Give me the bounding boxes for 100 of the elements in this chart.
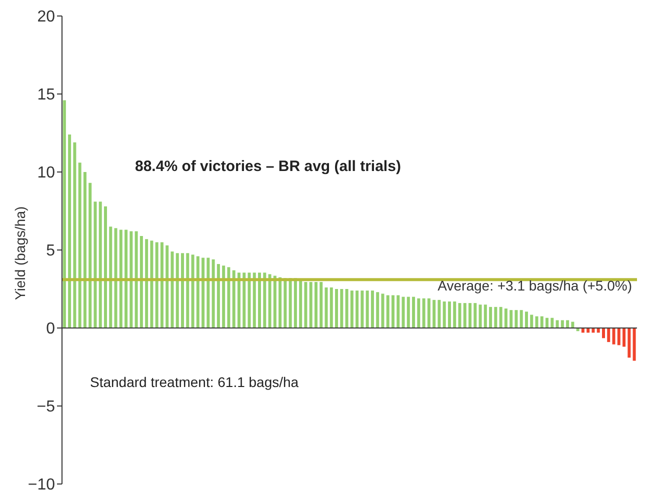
bar <box>170 252 174 328</box>
bar <box>150 240 154 328</box>
bar <box>458 303 462 328</box>
bar <box>140 236 143 328</box>
bar <box>130 231 133 328</box>
bar <box>98 202 102 328</box>
bar <box>330 287 333 328</box>
bar <box>309 282 312 328</box>
bar <box>191 254 194 328</box>
bar <box>242 272 246 328</box>
bar <box>386 295 390 328</box>
bar <box>78 162 82 328</box>
bar <box>370 290 374 328</box>
bar <box>181 253 184 328</box>
bar <box>248 272 251 328</box>
bar <box>232 270 236 328</box>
bar <box>299 280 302 328</box>
bar <box>453 301 456 328</box>
bar <box>304 282 308 328</box>
bar <box>617 328 620 346</box>
y-tick-label: 10 <box>37 164 56 182</box>
bar <box>212 259 215 328</box>
bar <box>160 242 164 328</box>
bar <box>550 318 554 328</box>
bar <box>109 226 112 328</box>
bar <box>474 303 477 328</box>
bar <box>422 298 426 328</box>
bar <box>494 306 498 328</box>
annotation: 88.4% of victories – BR avg (all trials) <box>135 158 401 175</box>
bar <box>396 295 400 328</box>
bar <box>463 303 466 328</box>
bar <box>376 292 380 328</box>
bar <box>381 294 384 328</box>
bar <box>314 282 318 328</box>
bar <box>602 328 605 338</box>
bar <box>628 328 631 358</box>
bar <box>104 206 107 328</box>
bar <box>556 320 559 328</box>
bar <box>468 303 472 328</box>
bar <box>448 301 451 328</box>
bar <box>166 245 169 328</box>
ref-line-label: Average: +3.1 bags/ha (+5.0%) <box>438 278 632 294</box>
y-tick-label: 0 <box>46 320 56 338</box>
bar <box>406 296 410 328</box>
bar <box>438 300 441 328</box>
y-tick-label: −10 <box>28 476 56 494</box>
bar <box>412 296 416 328</box>
bar <box>530 314 534 328</box>
bar <box>612 328 616 344</box>
bar <box>432 300 436 328</box>
bar <box>499 306 502 328</box>
bar <box>356 290 359 328</box>
bar <box>566 320 570 328</box>
bar <box>62 100 66 328</box>
bar <box>273 276 276 328</box>
bar <box>155 242 158 328</box>
bar <box>278 277 282 328</box>
bar <box>288 278 292 328</box>
bar <box>442 301 446 328</box>
bar <box>83 172 86 328</box>
bar <box>607 328 610 342</box>
bar <box>546 318 549 328</box>
bar <box>94 202 97 328</box>
bar <box>402 296 405 328</box>
bar <box>196 256 200 328</box>
bar <box>417 298 420 328</box>
bar <box>284 278 287 328</box>
y-tick-label: 20 <box>37 8 56 26</box>
bar <box>88 182 92 328</box>
bar <box>294 278 297 328</box>
bar <box>514 310 518 328</box>
bar <box>350 290 354 328</box>
bar <box>216 264 220 328</box>
bar <box>268 274 272 328</box>
bar <box>263 272 266 328</box>
y-tick-label: 15 <box>37 86 56 104</box>
bar <box>504 308 508 328</box>
bar <box>186 253 190 328</box>
bar <box>324 287 328 328</box>
bar <box>520 310 523 328</box>
bar <box>119 230 122 328</box>
bar <box>320 282 323 328</box>
bar <box>202 258 205 328</box>
bar <box>335 289 338 328</box>
bar <box>73 142 76 328</box>
bar <box>114 228 118 328</box>
bar <box>68 134 72 328</box>
bar <box>176 253 179 328</box>
annotation: Standard treatment: 61.1 bags/ha <box>90 374 299 390</box>
bar <box>478 304 482 328</box>
bar <box>427 298 430 328</box>
bar <box>134 231 138 328</box>
bar <box>366 290 369 328</box>
bar <box>124 230 128 328</box>
y-axis-title: Yield (bags/ha) <box>12 206 28 300</box>
bar <box>540 316 544 328</box>
bar <box>252 272 256 328</box>
y-tick-label: −5 <box>36 398 56 416</box>
bar <box>222 266 226 328</box>
y-tick-label: 5 <box>46 242 56 260</box>
